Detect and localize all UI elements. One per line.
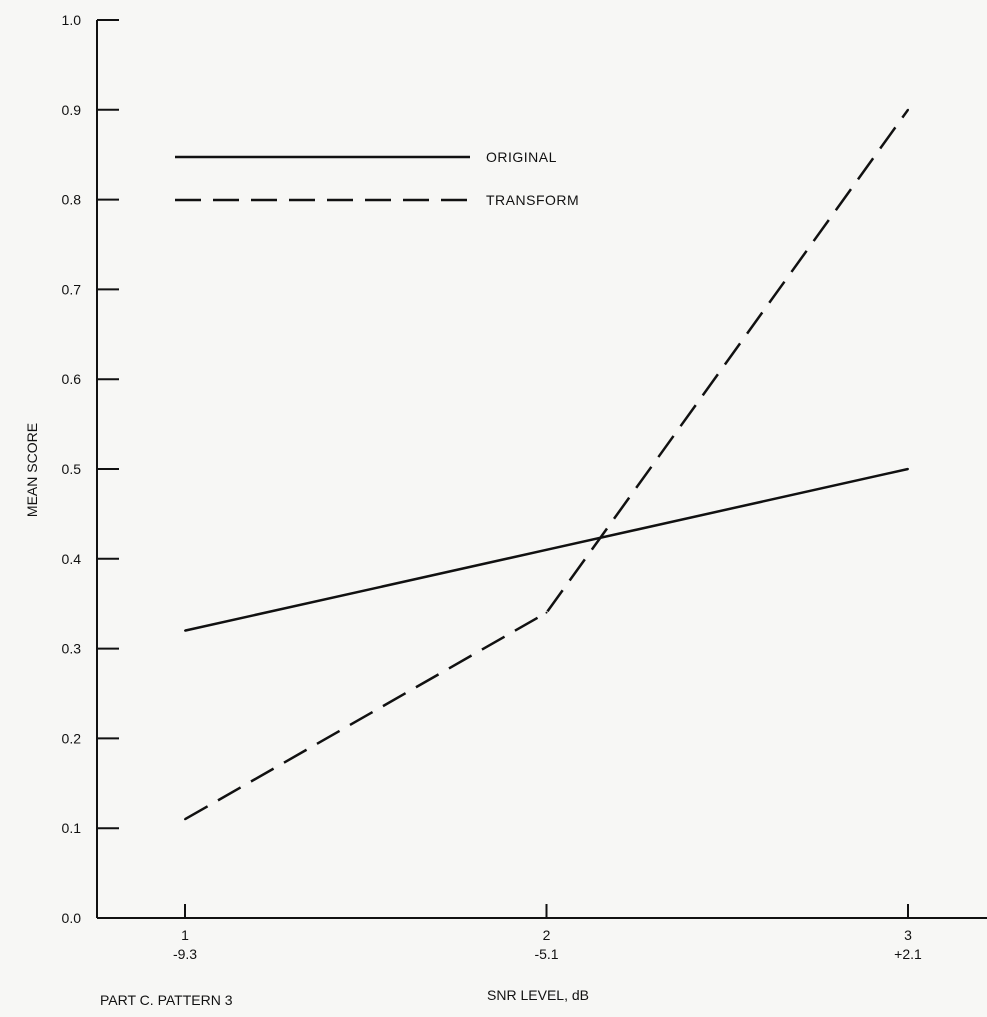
y-tick-label: 0.0: [62, 910, 82, 926]
x-axis-label: SNR LEVEL, dB: [487, 987, 589, 1003]
y-tick-label: 1.0: [62, 12, 82, 28]
x-tick-sublabel: +2.1: [894, 946, 922, 962]
data-point-original: [907, 468, 909, 470]
x-tick-label: 1: [181, 927, 189, 943]
legend: ORIGINAL TRANSFORM: [175, 149, 579, 208]
legend-label-transform: TRANSFORM: [486, 192, 579, 208]
y-tick-label: 0.5: [62, 461, 82, 477]
figure-caption: PART C. PATTERN 3: [100, 992, 233, 1008]
x-tick-sublabel: -9.3: [173, 946, 197, 962]
x-tick-label: 2: [543, 927, 551, 943]
axes: 0.0 0.1 0.2 0.3 0.4 0.5 0.6 0.7 0.8 0.9 1.0 1 -9.3 2 -…: [62, 12, 987, 962]
y-tick-label: 0.1: [62, 820, 82, 836]
y-tick-label: 0.7: [62, 281, 82, 297]
y-tick-label: 0.4: [62, 551, 82, 567]
data-point-original: [545, 548, 548, 551]
x-tick-sublabel: -5.1: [534, 946, 558, 962]
y-tick-label: 0.9: [62, 102, 82, 118]
data-point-transform: [907, 108, 909, 111]
data-point-transform: [184, 818, 186, 821]
y-tick-label: 0.6: [62, 371, 82, 387]
data-point-transform: [545, 611, 548, 614]
y-tick-label: 0.2: [62, 730, 82, 746]
legend-label-original: ORIGINAL: [486, 149, 557, 165]
x-tick-label: 3: [904, 927, 912, 943]
y-axis-label: MEAN SCORE: [24, 423, 40, 517]
y-tick-label: 0.3: [62, 641, 82, 657]
series-lines: [184, 108, 910, 821]
y-tick-label: 0.8: [62, 192, 82, 208]
data-point-original: [184, 629, 186, 632]
series-line-transform: [184, 109, 910, 821]
